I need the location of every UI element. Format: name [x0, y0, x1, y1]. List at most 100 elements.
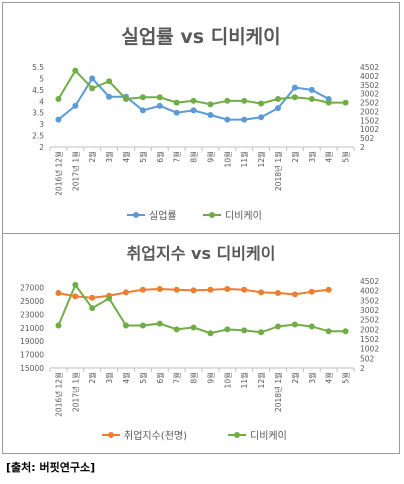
- y2-tick-label: 4002: [360, 287, 379, 296]
- chart-title: 실업률 vs 디비케이: [121, 26, 280, 48]
- category-label: 3월: [307, 372, 317, 384]
- data-point: [308, 96, 315, 103]
- category-label: 7월: [172, 372, 182, 384]
- data-point: [123, 96, 129, 103]
- data-point: [139, 286, 146, 293]
- data-point: [325, 99, 332, 106]
- category-label: 11월: [239, 151, 249, 168]
- category-label: 5월: [138, 372, 148, 384]
- data-point: [72, 102, 79, 109]
- category-label: 9월: [205, 151, 215, 163]
- y2-tick-label: 4002: [360, 72, 379, 81]
- category-label: 2016년 12월: [53, 151, 63, 196]
- legend-label: 취업지수(천명): [124, 429, 187, 442]
- category-label: 3월: [104, 372, 114, 384]
- category-label: 2017년 1월: [70, 151, 80, 191]
- y2-tick-label: 1502: [360, 116, 379, 125]
- category-label: 11월: [239, 372, 249, 389]
- category-label: 2월: [87, 151, 97, 163]
- data-point: [258, 114, 265, 121]
- y2-tick-label: 1002: [360, 125, 379, 134]
- data-point: [241, 116, 248, 123]
- y2-tick-label: 4502: [360, 63, 379, 72]
- data-point: [156, 94, 163, 101]
- data-point: [89, 75, 96, 82]
- y2-tick-label: 2502: [360, 316, 379, 325]
- y-tick-label: 2.5: [32, 132, 44, 141]
- data-point: [258, 329, 265, 336]
- data-point: [258, 100, 265, 107]
- data-point: [241, 286, 248, 293]
- chart-employment: 취업지수 vs 디비케이 15000 17000 19000 21000 23000 250…: [20, 244, 379, 442]
- data-point: [173, 99, 180, 106]
- category-label: 2월: [87, 372, 97, 384]
- data-point: [275, 323, 281, 330]
- y2-tick-label: 3502: [360, 81, 379, 90]
- y2-tick-label: 4502: [360, 277, 379, 286]
- data-point: [89, 85, 96, 92]
- category-label: 6월: [155, 372, 165, 384]
- y2-tick-label: 2002: [360, 107, 379, 116]
- legend-label: 디비케이: [225, 210, 262, 222]
- data-point: [106, 78, 113, 85]
- data-point: [291, 84, 298, 91]
- y-tick-label: 3.5: [32, 109, 44, 118]
- category-label: 4월: [121, 151, 131, 163]
- data-point: [190, 324, 197, 331]
- category-label: 12월: [256, 151, 266, 168]
- data-point: [308, 86, 315, 93]
- y-tick-label: 25000: [20, 297, 44, 306]
- data-point: [72, 67, 79, 74]
- y2-tick-label: 2002: [360, 325, 379, 334]
- data-point: [291, 291, 298, 298]
- chart-unemployment: 실업률 vs 디비케이22.533.544.555.52502100215022…: [32, 26, 379, 222]
- data-point: [156, 320, 163, 327]
- y2-tick-label: 502: [360, 134, 375, 143]
- data-point: [173, 109, 180, 116]
- category-label: 7월: [172, 151, 182, 163]
- y-tick-label: 27000: [20, 284, 44, 293]
- category-label: 10월: [222, 151, 232, 168]
- category-label: 5월: [341, 372, 351, 384]
- chart-title: 취업지수 vs 디비케이: [127, 244, 276, 263]
- y2-tick-label: 2: [360, 143, 365, 152]
- data-point: [190, 287, 197, 294]
- data-point: [190, 97, 197, 104]
- data-point: [156, 286, 163, 293]
- category-label: 5월: [341, 151, 351, 163]
- data-point: [342, 328, 349, 335]
- y2-tick-label: 1002: [360, 345, 379, 354]
- data-point: [139, 322, 146, 329]
- data-point: [308, 323, 315, 330]
- data-point: [325, 286, 332, 293]
- data-point: [139, 94, 146, 101]
- category-label: 3월: [104, 151, 114, 163]
- data-point: [156, 102, 163, 109]
- data-point: [72, 281, 79, 288]
- data-point: [190, 107, 197, 114]
- data-point: [224, 97, 231, 104]
- category-label: 2017년 1월: [70, 372, 80, 412]
- data-point: [224, 116, 231, 123]
- y2-tick-label: 3002: [360, 306, 379, 315]
- data-point: [89, 294, 96, 301]
- category-label: 6월: [155, 151, 165, 163]
- legend-swatch-marker: [234, 432, 240, 438]
- data-point: [275, 105, 281, 112]
- data-point: [173, 286, 180, 293]
- data-point: [308, 288, 315, 295]
- data-point: [224, 286, 231, 293]
- category-label: 2월: [290, 151, 300, 163]
- data-point: [207, 286, 214, 293]
- y-tick-label: 15000: [20, 364, 44, 373]
- data-point: [207, 330, 214, 337]
- category-label: 9월: [205, 372, 215, 384]
- y-tick-label: 23000: [20, 310, 44, 319]
- legend-label: 디비케이: [250, 430, 287, 442]
- data-point: [275, 96, 281, 103]
- data-point: [89, 305, 96, 312]
- y2-tick-label: 2502: [360, 99, 379, 108]
- y-tick-label: 5: [39, 74, 44, 83]
- category-label: 10월: [222, 372, 232, 389]
- legend-swatch-marker: [133, 212, 139, 218]
